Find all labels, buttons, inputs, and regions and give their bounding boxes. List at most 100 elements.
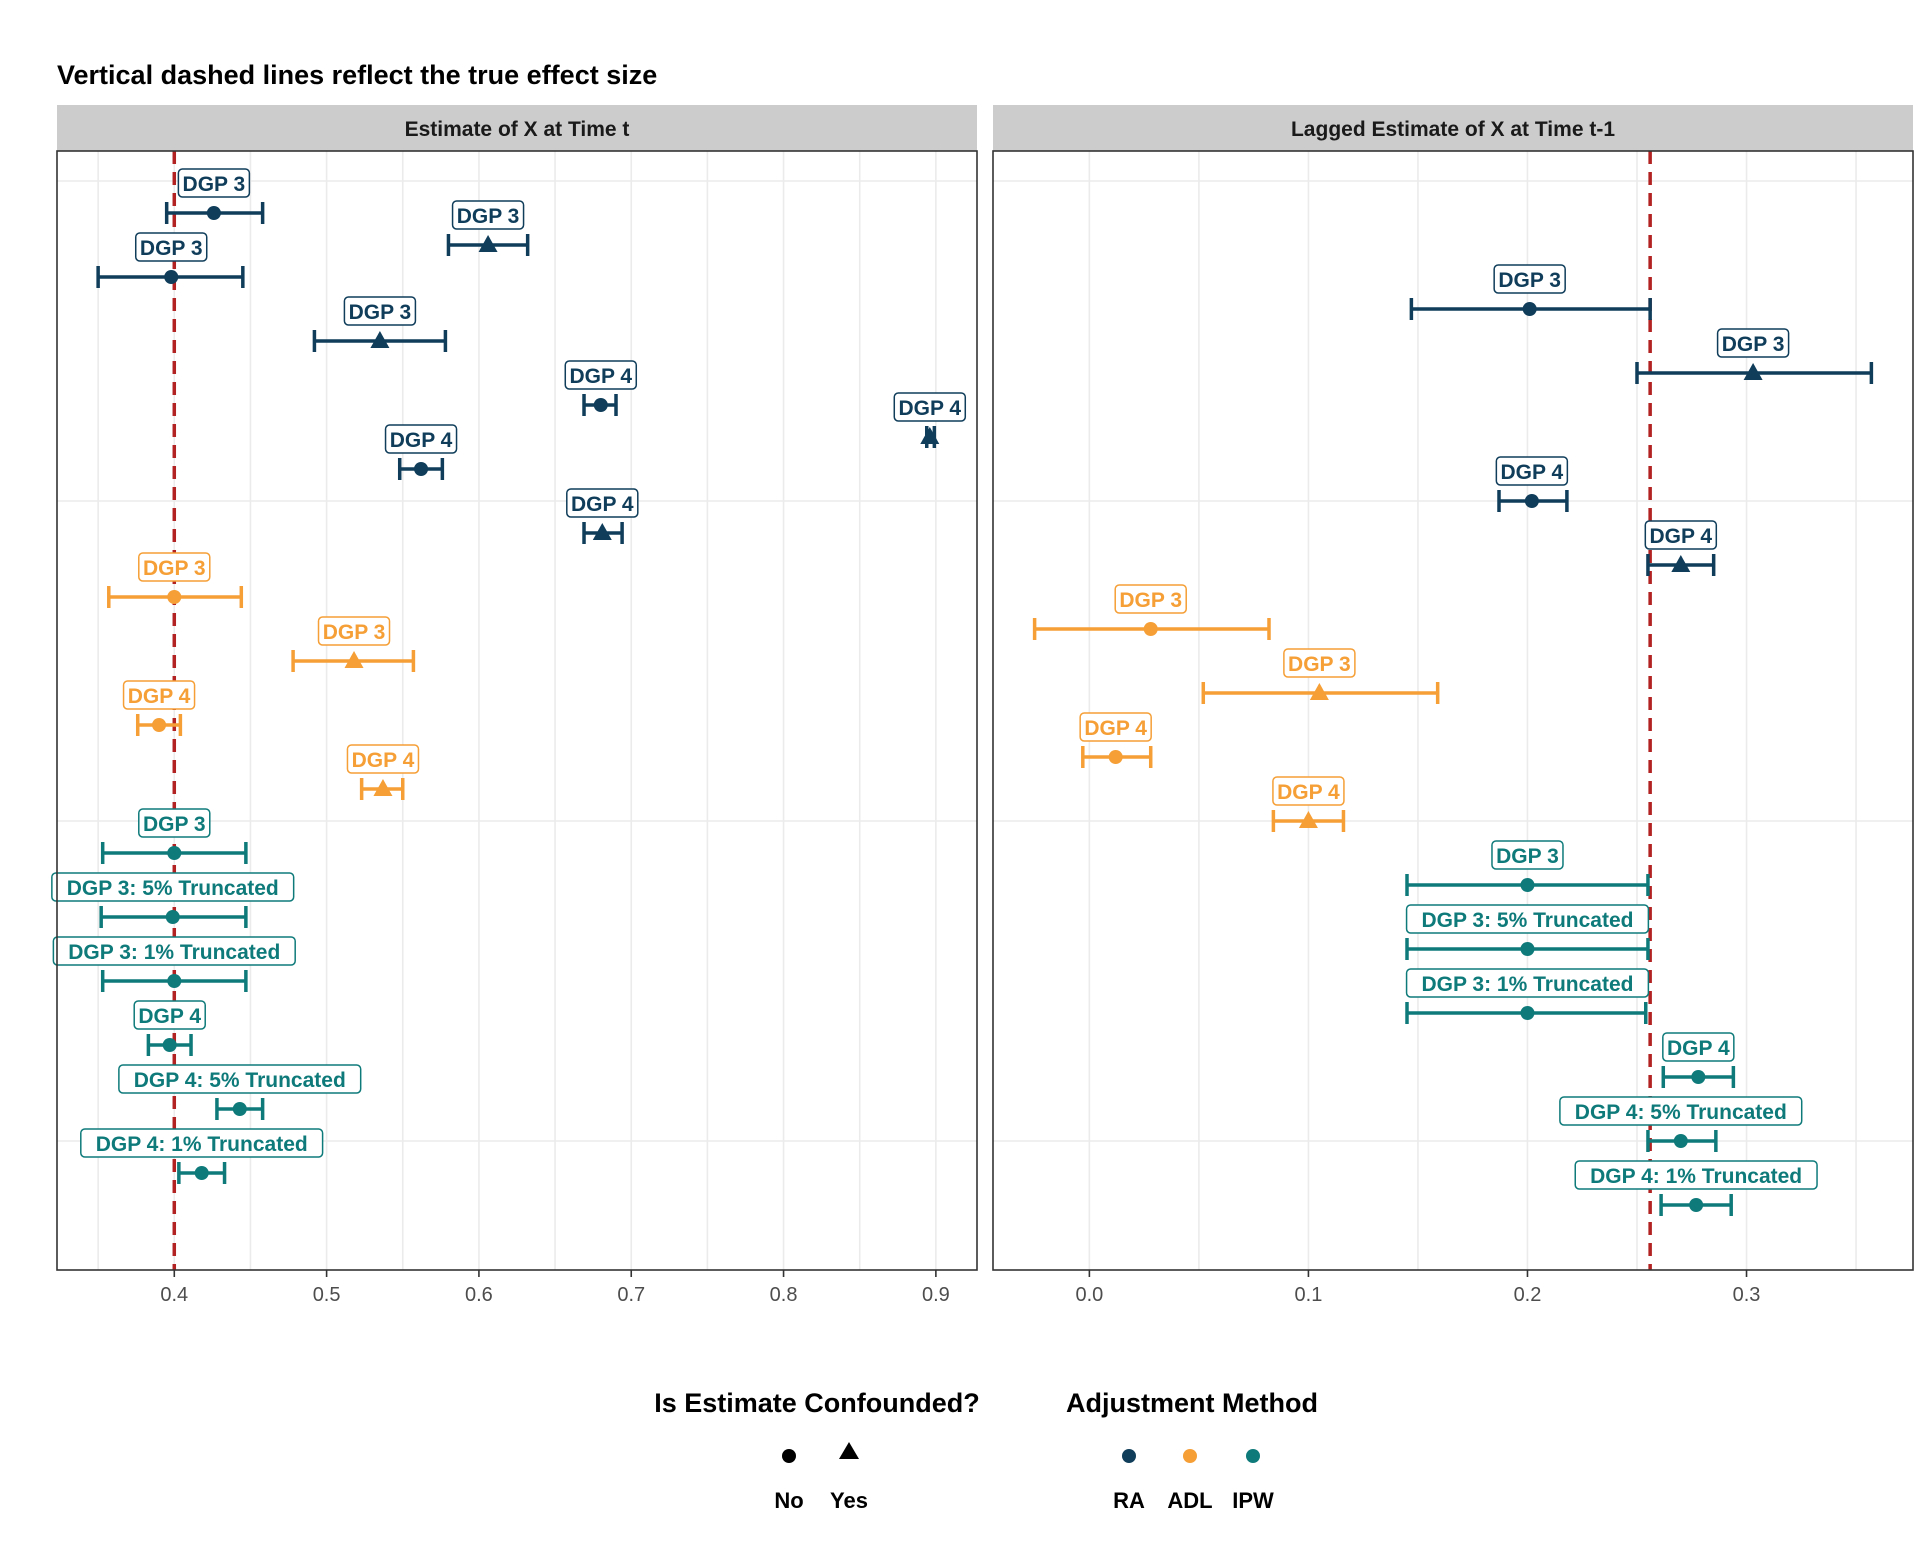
estimate-point-group: DGP 4 [893, 392, 967, 448]
estimate-point-group: DGP 3: 5% Truncated [1405, 904, 1650, 960]
estimate-point-group: DGP 3 [100, 808, 248, 864]
estimate-point-group: DGP 4 [1661, 1032, 1736, 1088]
point-label-box [138, 552, 211, 582]
legend-method-label: RA [1113, 1488, 1145, 1513]
estimate-circle [165, 910, 180, 924]
panel-background [57, 151, 977, 1270]
point-label: DGP 3: 1% Truncated [68, 941, 280, 964]
point-label-box [133, 1000, 206, 1030]
estimate-point-group: DGP 4 [564, 360, 638, 416]
x-tick-label: 0.3 [1733, 1284, 1761, 1306]
point-label-box [1662, 1032, 1735, 1062]
estimate-point-group: DGP 4: 1% Truncated [1574, 1160, 1818, 1216]
estimate-point-group: DGP 4: 5% Truncated [118, 1064, 362, 1120]
point-label: DGP 4 [352, 749, 415, 772]
point-label-box [384, 424, 458, 454]
point-label: DGP 3 [1119, 589, 1182, 612]
panel-border [992, 150, 1914, 1271]
point-label-box [564, 360, 638, 390]
estimate-point-group: DGP 4: 5% Truncated [1559, 1096, 1803, 1152]
estimate-point-group: DGP 4 [1079, 712, 1153, 768]
legend-triangle-icon [839, 1442, 859, 1459]
point-label: DGP 4 [138, 1005, 201, 1028]
point-label-box [118, 1064, 362, 1094]
point-label-box [343, 296, 417, 326]
panel-border [56, 150, 978, 1271]
estimate-point-group: DGP 3 [164, 168, 265, 224]
legend-method-dot [1183, 1449, 1197, 1463]
estimate-circle [206, 206, 221, 220]
point-label: DGP 4 [898, 397, 961, 420]
point-label-box [317, 616, 391, 646]
point-label-box [1716, 328, 1790, 358]
point-label: DGP 4 [1501, 461, 1564, 484]
legend-method-label: IPW [1232, 1488, 1274, 1513]
estimate-circle [1689, 1198, 1704, 1212]
point-label: DGP 4 [1667, 1037, 1730, 1060]
estimate-point-group: DGP 3 [1635, 328, 1874, 384]
estimate-point-group: DGP 3: 1% Truncated [1405, 968, 1650, 1024]
estimate-triangle [478, 235, 498, 252]
estimate-point-group: DGP 3 [1201, 648, 1440, 704]
x-tick-label: 0.2 [1514, 1284, 1542, 1306]
estimate-circle [162, 1038, 177, 1052]
estimate-circle [1520, 878, 1535, 892]
legend-method-label: ADL [1167, 1488, 1212, 1513]
legend-circle-icon [782, 1449, 796, 1463]
panel-title: Estimate of X at Time t [405, 118, 630, 141]
estimate-point-group: DGP 3 [1405, 840, 1650, 896]
estimate-point-group: DGP 4 [122, 680, 196, 736]
point-label-box [1405, 968, 1650, 998]
x-tick-label: 0.5 [313, 1284, 341, 1306]
panels: Estimate of X at Time t DGP 3 DGP 3 DGP 3 DG… [51, 105, 1914, 1306]
point-label-box [52, 936, 296, 966]
estimate-point-group: DGP 4 [1271, 776, 1346, 832]
point-label-box [80, 1128, 324, 1158]
x-tick-label: 0.4 [160, 1284, 188, 1306]
point-label: DGP 3 [143, 557, 206, 580]
point-label: DGP 3 [140, 237, 203, 260]
estimate-point-group: DGP 3 [107, 552, 244, 608]
point-label: DGP 3: 5% Truncated [1421, 909, 1633, 932]
panel-strip [57, 105, 977, 151]
point-label: DGP 3: 1% Truncated [1421, 973, 1633, 996]
point-label-box [1574, 1160, 1818, 1190]
point-label-box [177, 168, 251, 198]
estimate-triangle [592, 523, 612, 540]
point-label-box [134, 232, 208, 262]
point-label: DGP 4: 5% Truncated [1575, 1101, 1787, 1124]
point-label: DGP 3 [1498, 269, 1561, 292]
point-label: DGP 3: 5% Truncated [67, 877, 279, 900]
x-tick-label: 0.8 [770, 1284, 798, 1306]
estimate-circle [1522, 302, 1537, 316]
point-label-box [1644, 520, 1718, 550]
estimate-triangle [344, 651, 364, 668]
estimate-point-group: DGP 3: 5% Truncated [51, 872, 295, 928]
estimate-circle [1520, 1006, 1535, 1020]
estimate-circle [1108, 750, 1123, 764]
point-label-box [1405, 904, 1650, 934]
point-label: DGP 4 [390, 429, 453, 452]
legend-method-dot [1246, 1449, 1260, 1463]
estimate-circle [414, 462, 429, 476]
point-label-box [451, 200, 525, 230]
point-label: DGP 4 [1084, 717, 1147, 740]
point-label: DGP 3 [323, 621, 386, 644]
legend: Is Estimate Confounded? No Yes Adjustment M… [654, 1388, 1318, 1513]
estimate-point-group: DGP 4 [1495, 456, 1569, 512]
estimate-point-group: DGP 3 [1409, 264, 1652, 320]
legend-confounded-label: Yes [830, 1488, 868, 1513]
legend-method-title: Adjustment Method [1066, 1388, 1318, 1418]
estimate-circle [167, 974, 182, 988]
x-tick-label: 0.1 [1295, 1284, 1323, 1306]
point-label: DGP 4 [1277, 781, 1340, 804]
estimate-triangle [1671, 555, 1691, 572]
estimate-circle [1520, 942, 1535, 956]
estimate-point-group: DGP 3 [291, 616, 416, 672]
point-label: DGP 3 [1722, 333, 1785, 356]
estimate-point-group: DGP 3 [446, 200, 530, 256]
estimate-point-group: DGP 4 [1644, 520, 1718, 576]
point-label: DGP 4: 1% Truncated [96, 1133, 308, 1156]
